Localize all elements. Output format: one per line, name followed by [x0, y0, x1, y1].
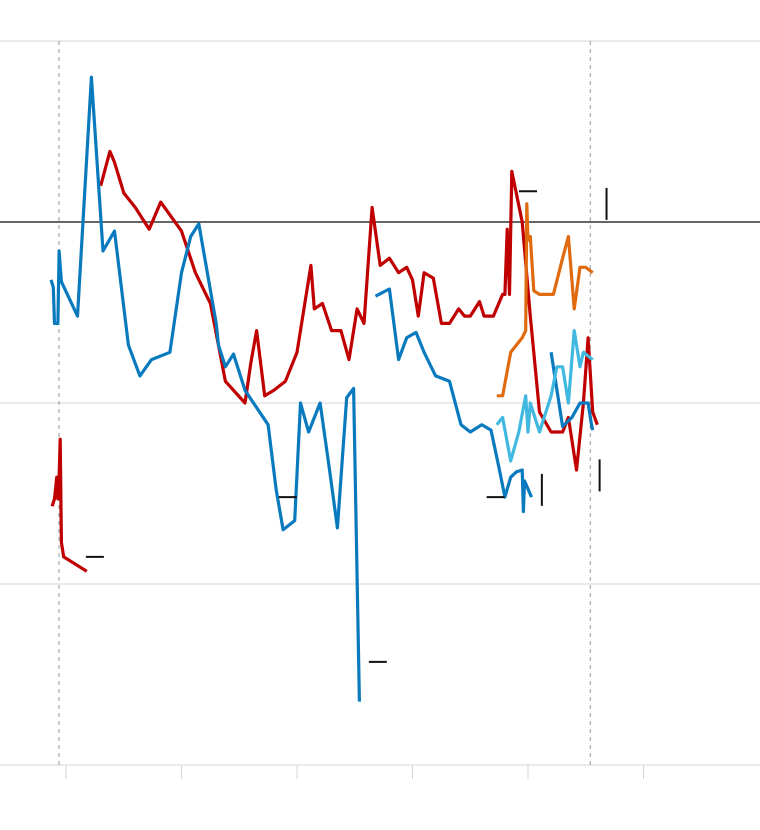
series-line-lightblue	[495, 329, 594, 463]
series-line-orange	[496, 202, 594, 398]
series-line-red	[50, 437, 88, 573]
x-axis-ticks	[65, 765, 644, 779]
series-line-blue	[374, 287, 533, 514]
vertical-reference-lines	[58, 41, 591, 765]
series-line-blue	[49, 75, 361, 702]
gridlines	[0, 40, 760, 766]
range-markers	[85, 187, 608, 663]
series-line-blue	[549, 352, 595, 431]
series-lines	[49, 75, 599, 702]
